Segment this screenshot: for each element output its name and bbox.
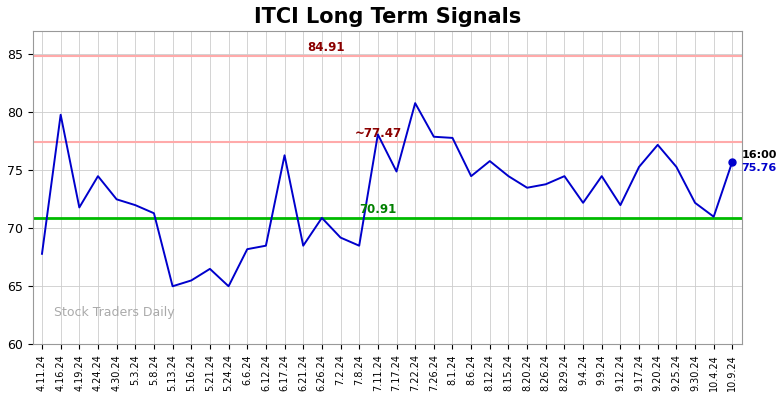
Text: Stock Traders Daily: Stock Traders Daily xyxy=(54,306,175,319)
Text: 75.76: 75.76 xyxy=(742,163,777,173)
Text: 16:00: 16:00 xyxy=(742,150,777,160)
Text: ~77.47: ~77.47 xyxy=(354,127,401,140)
Title: ITCI Long Term Signals: ITCI Long Term Signals xyxy=(253,7,521,27)
Text: 84.91: 84.91 xyxy=(307,41,344,54)
Text: 70.91: 70.91 xyxy=(359,203,397,217)
